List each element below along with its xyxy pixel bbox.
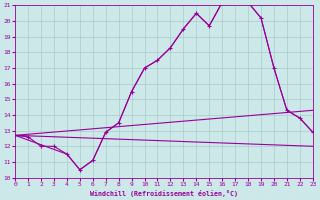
X-axis label: Windchill (Refroidissement éolien,°C): Windchill (Refroidissement éolien,°C) — [90, 190, 238, 197]
